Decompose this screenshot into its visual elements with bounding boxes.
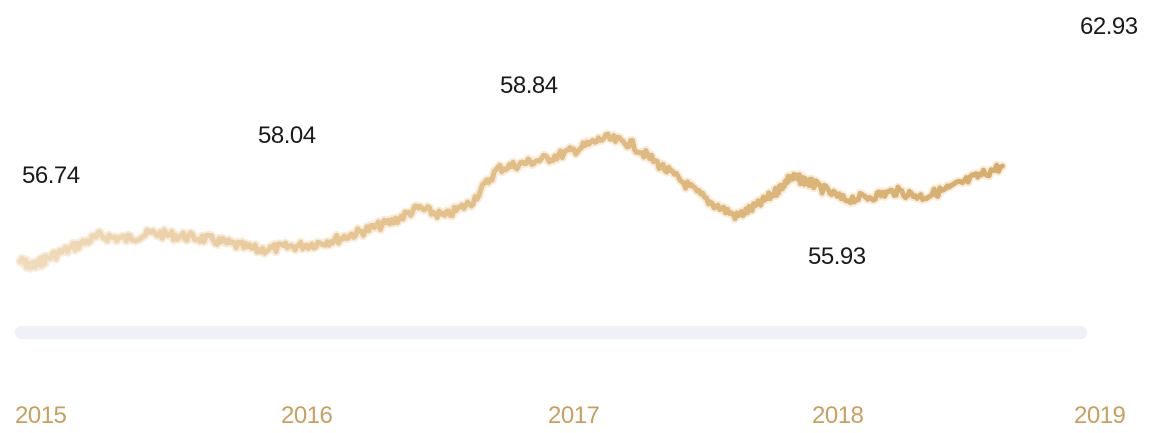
series-line bbox=[17, 131, 1005, 271]
baseline-band bbox=[15, 326, 1087, 339]
x-tick-label: 2019 bbox=[1074, 402, 1126, 429]
x-tick-label: 2016 bbox=[281, 402, 333, 429]
annotation-label: 56.74 bbox=[22, 162, 80, 189]
annotation-label: 58.84 bbox=[500, 72, 558, 99]
annotation-label: 62.93 bbox=[1080, 13, 1138, 40]
annotation-label: 58.04 bbox=[258, 122, 316, 149]
annotation-label: 55.93 bbox=[808, 243, 866, 270]
series-layer bbox=[15, 129, 1007, 273]
x-tick-label: 2017 bbox=[548, 402, 600, 429]
x-tick-label: 2015 bbox=[15, 402, 67, 429]
x-tick-label: 2018 bbox=[812, 402, 864, 429]
